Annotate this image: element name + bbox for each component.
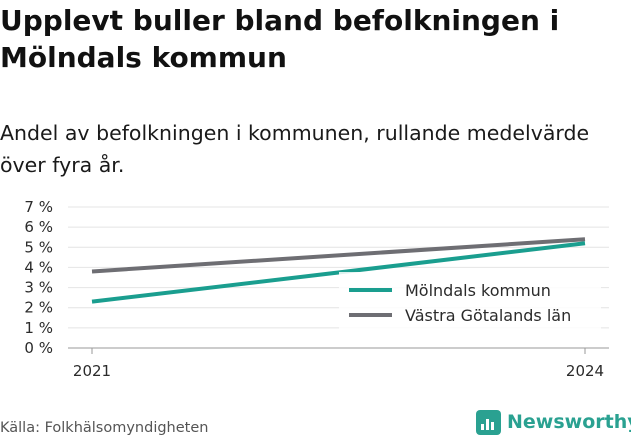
series-lines bbox=[91, 237, 586, 304]
y-tick-label: 2 % bbox=[24, 299, 53, 317]
source-note: Källa: Folkhälsomyndigheten bbox=[0, 420, 209, 436]
series-line bbox=[91, 241, 586, 304]
brand-logo: Newsworthy bbox=[476, 406, 631, 438]
brand-name: Newsworthy bbox=[507, 411, 631, 433]
y-tick-label: 6 % bbox=[24, 218, 53, 236]
y-tick-label: 0 % bbox=[24, 339, 53, 357]
x-tick-label: 2021 bbox=[73, 362, 111, 380]
legend-label: Mölndals kommun bbox=[405, 281, 551, 300]
series-line bbox=[91, 237, 586, 274]
y-tick-label: 1 % bbox=[24, 319, 53, 337]
y-tick-label: 3 % bbox=[24, 279, 53, 297]
y-tick-label: 5 % bbox=[24, 238, 53, 256]
legend-background bbox=[339, 272, 601, 332]
x-tick-label: 2024 bbox=[566, 362, 604, 380]
x-axis-ticks: 2021 2024 bbox=[73, 348, 604, 380]
chart-subtitle: Andel av befolkningen i kommunen, rullan… bbox=[0, 121, 590, 177]
y-tick-label: 4 % bbox=[24, 258, 53, 276]
y-tick-label: 7 % bbox=[24, 198, 53, 216]
legend: Mölndals kommun Västra Götalands län bbox=[339, 272, 601, 332]
y-axis-ticks: 0 % 1 % 2 % 3 % 4 % 5 % 6 % 7 % bbox=[24, 198, 53, 357]
bar-chart-icon bbox=[476, 409, 501, 435]
legend-label: Västra Götalands län bbox=[405, 306, 571, 325]
chart-title: Upplevt buller bland befolkningen i Möln… bbox=[0, 4, 560, 74]
